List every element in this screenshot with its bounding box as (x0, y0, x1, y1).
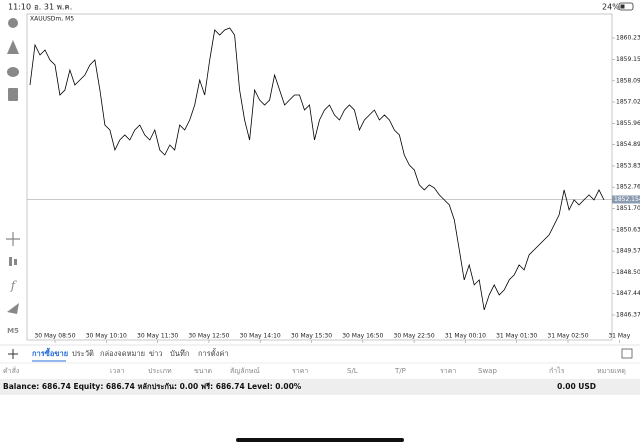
y-tick-label: 1848.505 (616, 269, 640, 276)
battery-level (620, 4, 625, 9)
new-order-button[interactable] (8, 349, 18, 359)
x-tick-label: 31 May 00:10 (445, 333, 486, 340)
indicator-icon[interactable]: f (10, 279, 18, 293)
crosshair-icon[interactable] (6, 232, 20, 246)
tab[interactable]: บันทึก (170, 349, 189, 358)
timeframe-button[interactable]: M5 (7, 327, 19, 335)
chat-icon[interactable] (7, 67, 19, 77)
x-tick-label: 30 May 08:50 (34, 333, 75, 340)
column-title: หมายเหตุ (597, 367, 626, 375)
column-title: สัญลักษณ์ (230, 367, 260, 375)
chart-symbol: XAUUSDm, M5 (30, 16, 74, 23)
x-tick-label: 30 May 10:10 (86, 333, 127, 340)
column-title: ประเภท (148, 367, 172, 375)
x-tick-label: 30 May 15:30 (291, 333, 332, 340)
home-indicator (236, 438, 404, 442)
x-tick-label: 31 May 02:50 (547, 333, 588, 340)
doc-icon[interactable] (8, 88, 18, 101)
tab[interactable]: การตั้งค่า (198, 348, 229, 358)
y-tick-label: 1855.960 (616, 120, 640, 127)
summary-text: Balance: 686.74 Equity: 686.74 หลักประกั… (3, 382, 302, 391)
price-tag-label: 1852.154 (614, 196, 640, 203)
column-title: ราคา (440, 367, 456, 375)
account-icon[interactable] (8, 18, 18, 28)
toolbar: f (6, 18, 20, 314)
y-tick-label: 1860.230 (616, 34, 640, 41)
chart-frame (26, 13, 613, 341)
tab-bar: การซื้อขาย ประวัติ กล่องจดหมาย ข่าว บันทึก กา… (32, 347, 229, 362)
summary-bar (0, 379, 640, 395)
y-tick-label: 1852.765 (616, 184, 640, 191)
y-tick-label: 1850.635 (616, 226, 640, 233)
x-tick-label: 30 May 14:10 (240, 333, 281, 340)
tab[interactable]: ประวัติ (72, 349, 94, 358)
column-header: คำสั่ง เวลา ประเภท ขนาด สัญลักษณ์ ราคา S/L T/P ร… (3, 366, 626, 375)
tab[interactable]: การซื้อขาย (32, 347, 68, 358)
x-tick-label: 30 May 22:50 (394, 333, 435, 340)
y-tick-label: 1846.375 (616, 312, 640, 319)
x-tick-label: 31 May (608, 333, 630, 340)
status-date: อ. 31 พ.ค. (34, 3, 72, 12)
column-title: กำไร (549, 366, 565, 375)
y-tick-label: 1853.830 (616, 162, 640, 169)
x-tick-label: 31 May 01:30 (496, 333, 537, 340)
y-tick-label: 1847.440 (616, 290, 640, 297)
battery-icon (618, 2, 634, 11)
column-title: S/L (347, 367, 358, 375)
column-title: ราคา (292, 367, 308, 375)
x-tick-label: 30 May 12:50 (188, 333, 229, 340)
y-tick-label: 1854.895 (616, 141, 640, 148)
column-title: ขนาด (194, 367, 212, 375)
x-tick-label: 30 May 11:30 (137, 333, 178, 340)
column-title: เวลา (110, 367, 125, 375)
panel-button[interactable] (621, 348, 633, 359)
draw-icon[interactable] (7, 303, 19, 314)
status-battery: 24% (602, 3, 620, 12)
status-time: 11:10 (8, 3, 31, 12)
price-tag (612, 195, 640, 204)
tab[interactable]: ข่าว (149, 349, 163, 358)
price-line-series (29, 27, 605, 311)
summary-total: 0.00 USD (557, 382, 596, 391)
x-tick-label: 30 May 16:50 (342, 333, 383, 340)
y-tick-label: 1849.570 (616, 248, 640, 255)
column-title: Swap (478, 367, 497, 375)
candle-icon[interactable] (14, 259, 17, 265)
y-tick-label: 1857.025 (616, 99, 640, 106)
y-tick-label: 1858.090 (616, 77, 640, 84)
candle-icon[interactable] (9, 257, 12, 266)
y-tick-label: 1859.155 (616, 56, 640, 63)
tab[interactable]: กล่องจดหมาย (100, 349, 145, 358)
trade-icon[interactable] (7, 40, 19, 54)
column-title: T/P (394, 367, 406, 375)
y-tick-label: 1851.700 (616, 205, 640, 212)
column-title: คำสั่ง (3, 366, 19, 375)
